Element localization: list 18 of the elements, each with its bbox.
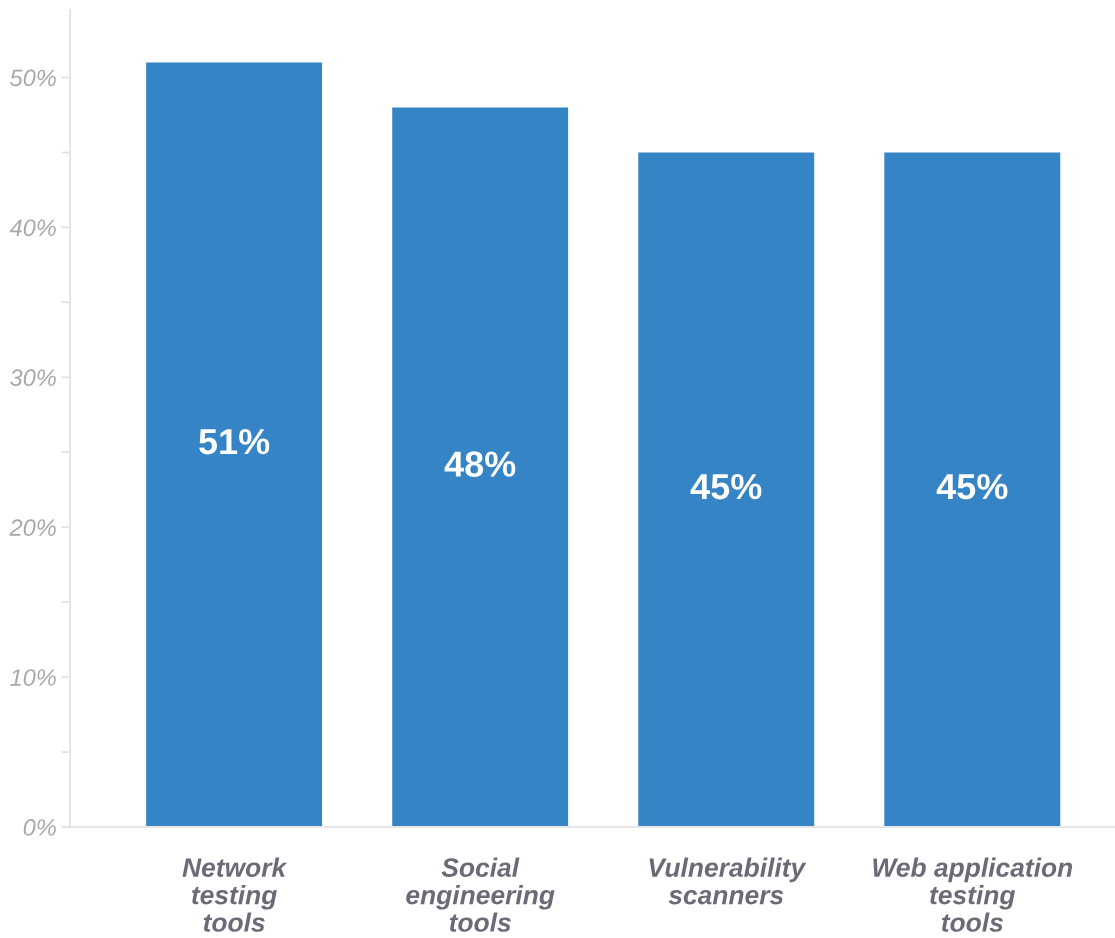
y-tick-label: 20% <box>9 519 56 536</box>
x-tick-label: Social engineering tools <box>406 857 555 932</box>
x-tick-label: Vulnerability scanners <box>649 857 807 905</box>
y-tick-label: 40% <box>9 219 56 237</box>
bar <box>884 152 1061 827</box>
y-tick-label: 30% <box>10 369 56 387</box>
data-label: 48% <box>444 451 516 477</box>
data-label: 45% <box>936 473 1008 500</box>
x-tick-label: Network testing tools <box>182 857 288 932</box>
y-tick-label: 0% <box>23 819 56 836</box>
y-tick-label: 10% <box>10 669 56 686</box>
bar <box>146 62 323 827</box>
data-label: 45% <box>690 473 762 500</box>
y-tick-label: 50% <box>10 69 56 87</box>
x-tick-label: Web application testing tools <box>873 857 1073 932</box>
bar <box>638 152 815 827</box>
bar <box>392 107 569 827</box>
data-label: 51% <box>199 428 270 455</box>
